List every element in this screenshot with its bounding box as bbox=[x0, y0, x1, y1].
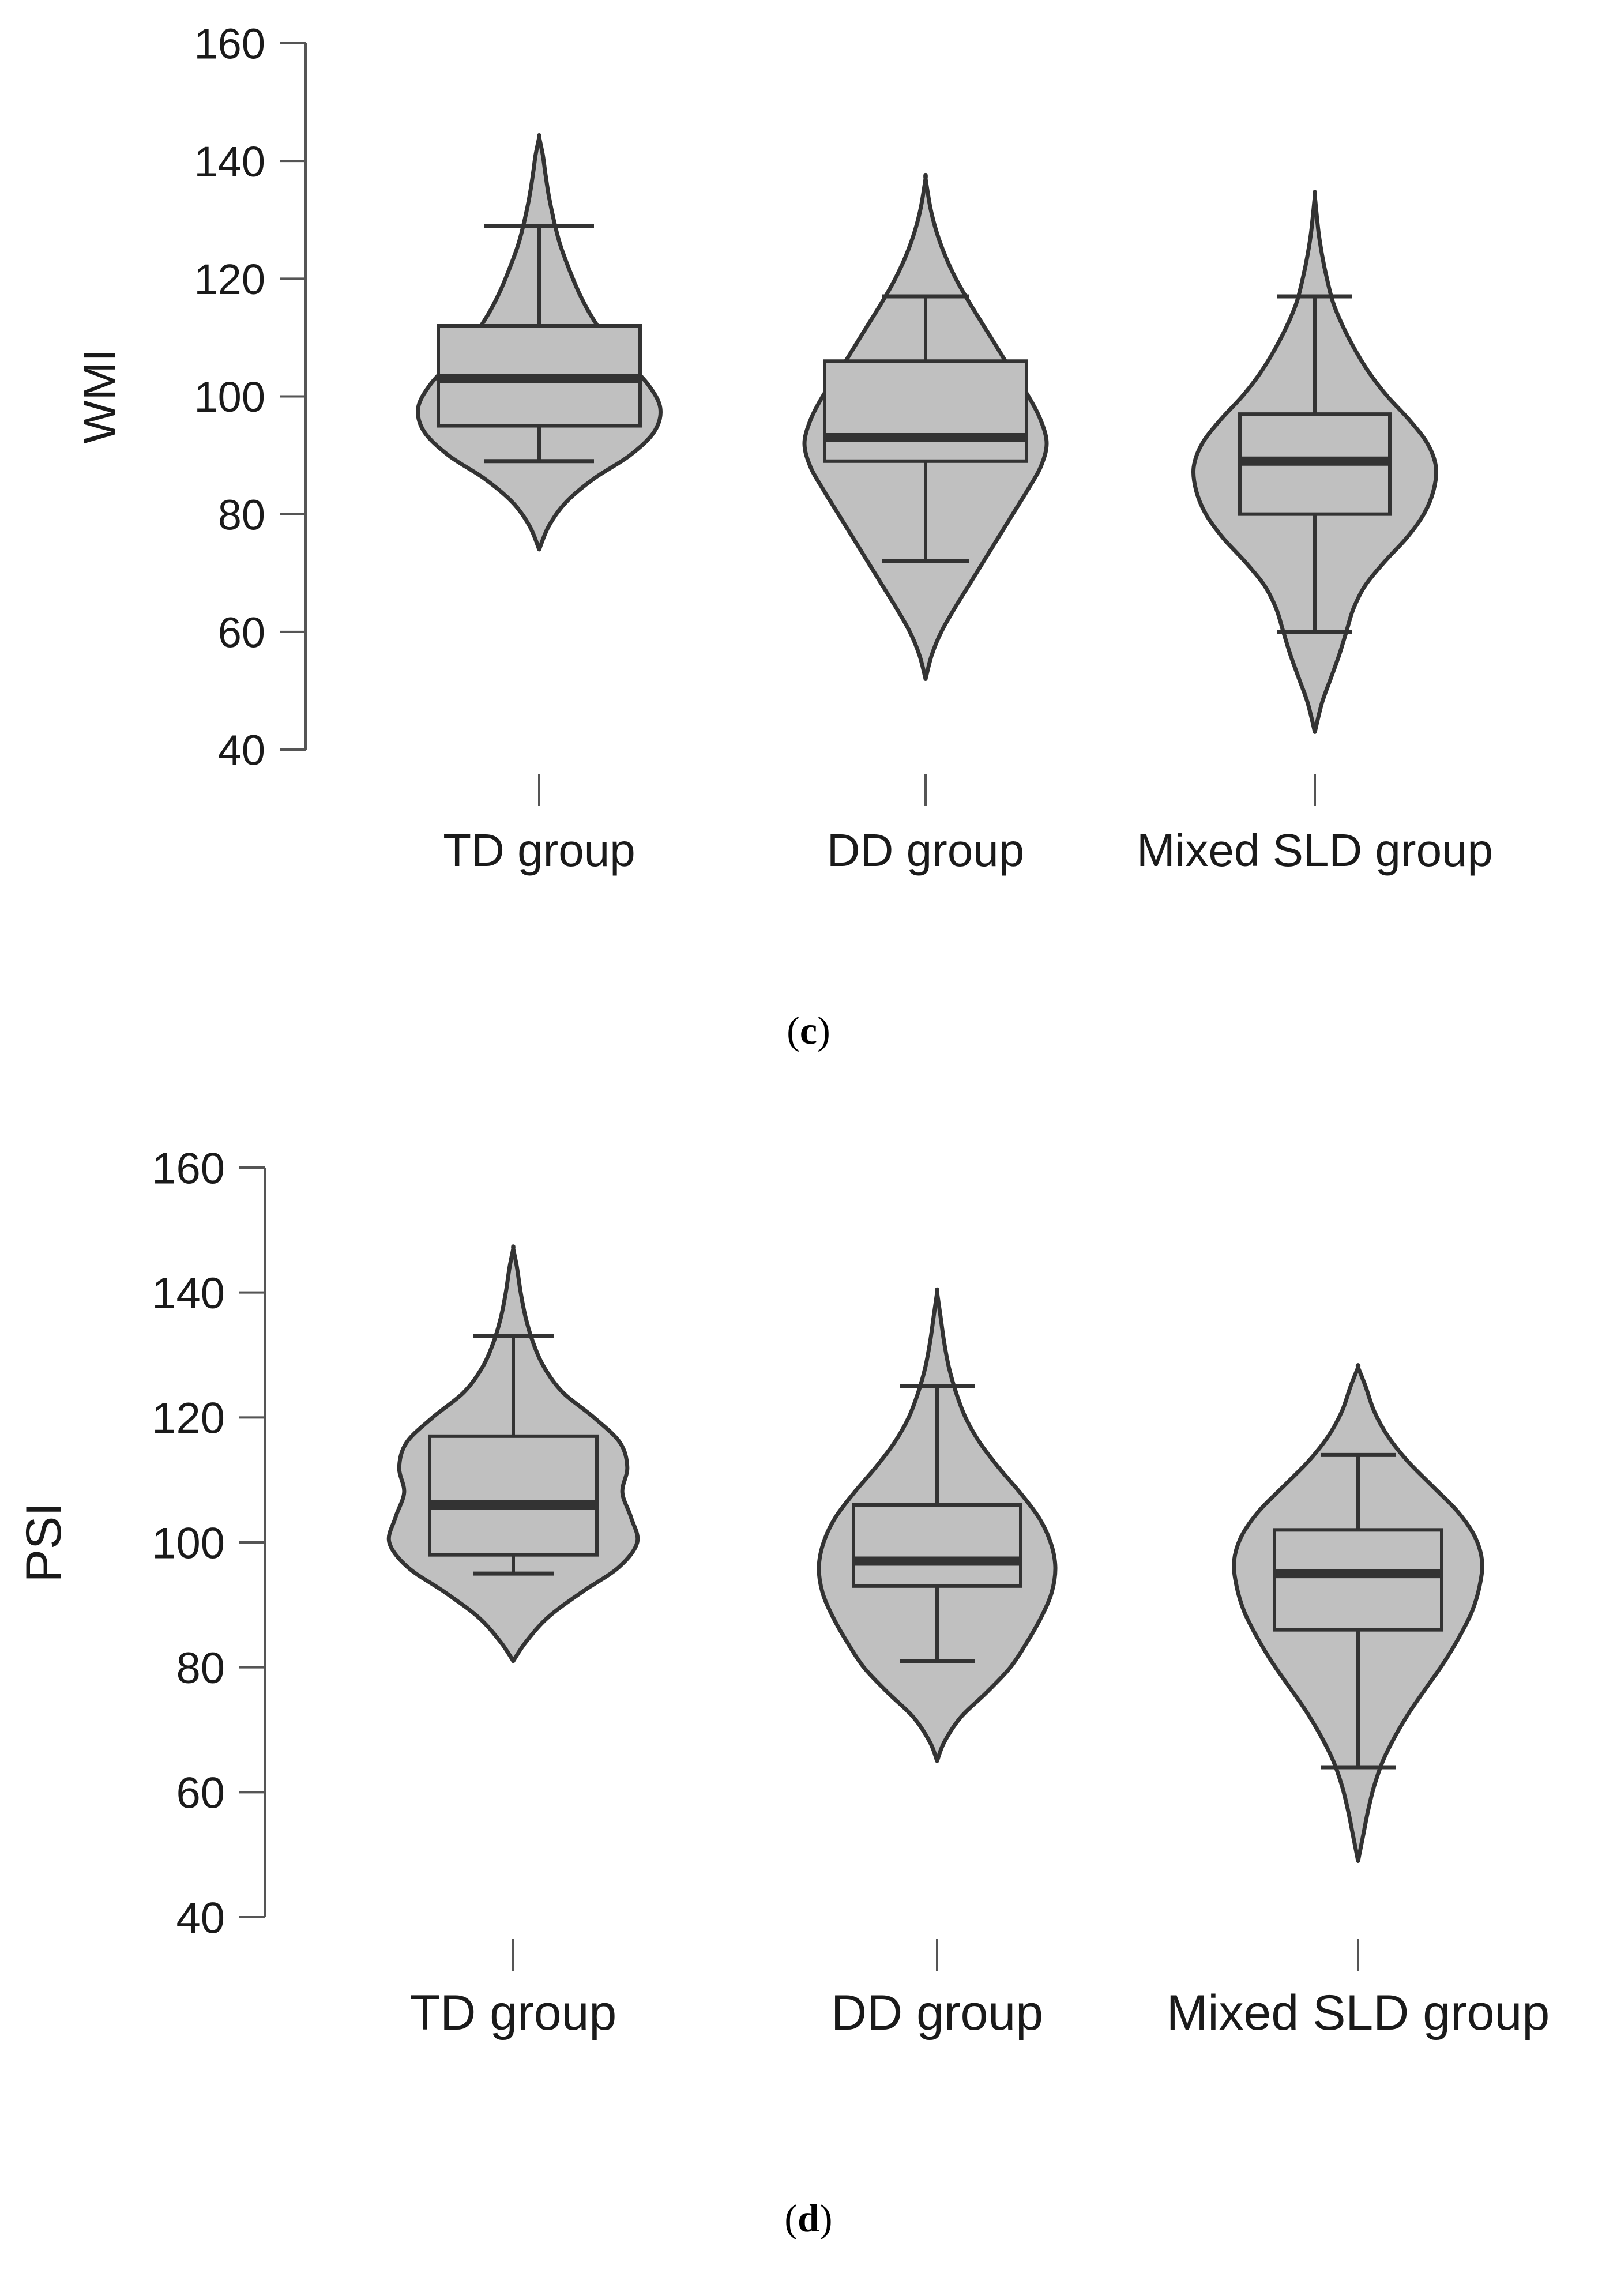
iqr-box bbox=[1273, 1528, 1443, 1632]
y-axis-label: PSI bbox=[16, 1503, 72, 1583]
y-tick-label: 40 bbox=[218, 727, 265, 774]
group-2: DD group bbox=[802, 172, 1049, 876]
x-category-label: TD group bbox=[410, 1985, 617, 2041]
panel-caption: (c) bbox=[787, 1008, 830, 1052]
iqr-box bbox=[823, 359, 1028, 463]
x-category-label: DD group bbox=[831, 1985, 1043, 2041]
plot-area: 40 60 80 100 120 140 160 WMI TD group DD group Mix… bbox=[74, 20, 1493, 876]
x-category-label: DD group bbox=[827, 825, 1024, 876]
y-tick-label: 120 bbox=[194, 255, 265, 303]
y-tick-label: 80 bbox=[218, 491, 265, 539]
group-3: Mixed SLD group bbox=[1137, 190, 1493, 876]
plot-area: 40 60 80 100 120 140 160 PSI TD group DD group Mix… bbox=[16, 1145, 1550, 2041]
y-tick-label: 80 bbox=[176, 1644, 225, 1693]
x-category-label: Mixed SLD group bbox=[1167, 1985, 1550, 2041]
y-tick-label: 60 bbox=[218, 608, 265, 656]
group-2: DD group bbox=[817, 1287, 1058, 2041]
y-tick-label: 100 bbox=[194, 373, 265, 421]
y-tick-label: 140 bbox=[194, 138, 265, 186]
y-tick-label: 60 bbox=[176, 1769, 225, 1818]
y-tick-label: 40 bbox=[176, 1894, 225, 1943]
group-1: TD group bbox=[416, 133, 663, 876]
y-tick-label: 100 bbox=[152, 1519, 225, 1568]
y-tick-label: 160 bbox=[194, 20, 265, 68]
iqr-box bbox=[428, 1434, 599, 1557]
y-tick-label: 120 bbox=[152, 1394, 225, 1443]
iqr-box bbox=[852, 1503, 1022, 1588]
panel-caption: (d) bbox=[784, 2196, 832, 2240]
x-category-label: TD group bbox=[443, 825, 635, 876]
violin-chart-wmi: 40 60 80 100 120 140 160 WMI TD group DD group Mix… bbox=[74, 20, 1493, 1052]
y-tick-label: 160 bbox=[152, 1145, 225, 1193]
group-1: TD group bbox=[386, 1244, 640, 2041]
y-tick-label: 140 bbox=[152, 1269, 225, 1318]
violin-chart-psi: 40 60 80 100 120 140 160 PSI TD group DD group Mix… bbox=[16, 1145, 1550, 2240]
y-axis-label: WMI bbox=[74, 349, 125, 443]
x-category-label: Mixed SLD group bbox=[1137, 825, 1493, 876]
group-3: Mixed SLD group bbox=[1167, 1363, 1550, 2041]
